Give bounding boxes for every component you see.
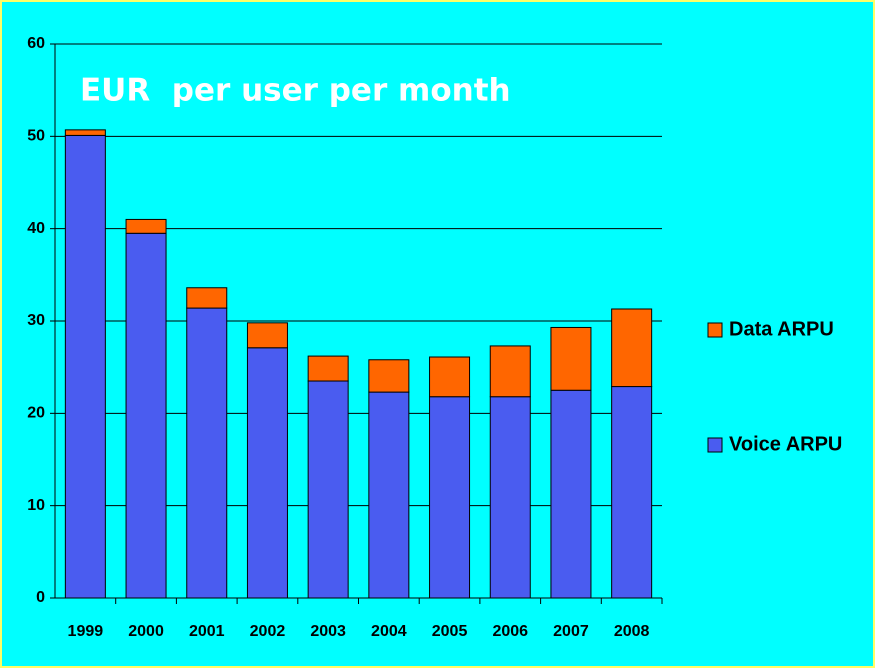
x-tick-label: 1999	[68, 623, 104, 640]
bar-segment	[368, 391, 410, 599]
bar-segment	[125, 218, 167, 234]
bar-segment	[186, 287, 228, 309]
y-tick-label: 60	[27, 35, 45, 52]
bar-segment	[550, 389, 592, 599]
legend-swatch	[707, 437, 723, 453]
x-tick-label: 2002	[250, 623, 286, 640]
x-tick-label: 2007	[553, 623, 589, 640]
x-tick-label: 2001	[189, 623, 225, 640]
x-tick-label: 2000	[128, 623, 164, 640]
legend-swatch	[707, 322, 723, 338]
y-tick-label: 0	[36, 589, 45, 606]
x-tick-label: 2004	[371, 623, 407, 640]
bar-segment	[64, 129, 106, 136]
bar-segment	[489, 396, 531, 599]
bar-segment	[368, 359, 410, 393]
bar-segment	[429, 356, 471, 398]
bar-segment	[307, 380, 349, 599]
x-tick-label: 2008	[614, 623, 650, 640]
bar-segment	[246, 347, 288, 599]
y-tick-label: 40	[27, 220, 45, 237]
y-tick-label: 30	[27, 312, 45, 329]
x-tick-label: 2003	[310, 623, 346, 640]
y-tick-label: 20	[27, 405, 45, 422]
bar-segment	[307, 355, 349, 382]
bar-segment	[64, 134, 106, 599]
bar-segment	[550, 326, 592, 391]
annotation: EUR per user per month	[80, 73, 511, 109]
y-tick-label: 10	[27, 497, 45, 514]
y-tick-label: 50	[27, 128, 45, 145]
x-tick-label: 2006	[492, 623, 528, 640]
legend-label: Voice ARPU	[729, 433, 842, 455]
bar-segment	[611, 308, 653, 388]
x-tick-label: 2005	[432, 623, 468, 640]
bar-segment	[186, 307, 228, 599]
bar-segment	[125, 232, 167, 599]
bar-segment	[246, 322, 288, 349]
bar-segment	[489, 345, 531, 398]
bar-segment	[429, 396, 471, 599]
bar-segment	[611, 386, 653, 599]
legend-label: Data ARPU	[729, 318, 834, 340]
